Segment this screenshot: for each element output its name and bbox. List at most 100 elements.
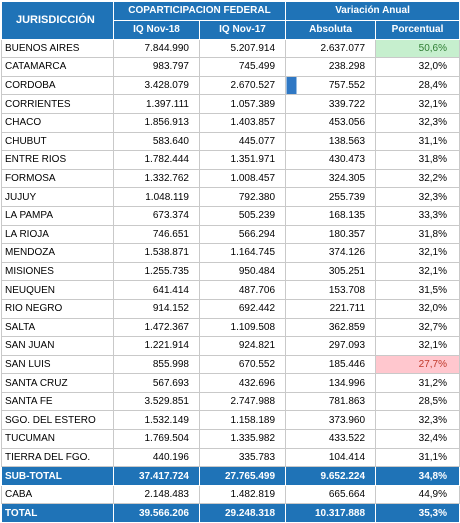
row-absolute: 339.722 [285, 94, 377, 114]
row-absolute: 781.863 [285, 391, 377, 412]
header-iq-nov18: IQ Nov-18 [113, 19, 200, 40]
row-jurisdiction: RIO NEGRO [1, 298, 114, 319]
row-jurisdiction: MISIONES [1, 261, 114, 282]
subtotal-absolute: 9.652.224 [285, 466, 377, 486]
subtotal-row: SUB-TOTAL 37.417.724 27.765.499 9.652.224 34… [1, 466, 460, 486]
row-jurisdiction: TIERRA DEL FGO. [1, 447, 114, 468]
table-row: MENDOZA 1.538.871 1.164.745 374.126 32,1% [1, 243, 460, 263]
row-absolute: 453.056 [285, 112, 377, 133]
table-row: NEUQUEN 641.414 487.706 153.708 31,5% [1, 280, 460, 300]
table-row: CHACO 1.856.913 1.403.857 453.056 32,3% [1, 112, 460, 133]
row-absolute: 221.711 [285, 298, 377, 319]
total-percent: 35,3% [375, 503, 460, 523]
row-iq-nov18: 1.856.913 [113, 112, 200, 133]
caba-percent: 44,9% [375, 484, 460, 505]
row-absolute: 374.126 [285, 243, 377, 263]
row-jurisdiction: JUJUY [1, 187, 114, 207]
table-row: JUJUY 1.048.119 792.380 255.739 32,3% [1, 187, 460, 207]
row-iq-nov17: 2.747.988 [198, 391, 287, 412]
row-iq-nov17: 2.670.527 [198, 75, 287, 96]
row-iq-nov17: 487.706 [198, 280, 287, 300]
table-row: SALTA 1.472.367 1.109.508 362.859 32,7% [1, 317, 460, 338]
row-absolute: 757.552 [285, 75, 377, 96]
row-jurisdiction: SAN JUAN [1, 336, 114, 356]
row-iq-nov17: 692.442 [198, 298, 287, 319]
row-absolute: 153.708 [285, 280, 377, 300]
row-percent: 32,3% [375, 187, 460, 207]
table-row: TIERRA DEL FGO. 440.196 335.783 104.414 31,1… [1, 447, 460, 468]
row-absolute: 430.473 [285, 150, 377, 170]
row-percent: 50,6% [375, 38, 460, 59]
table-row: CORRIENTES 1.397.111 1.057.389 339.722 32,1% [1, 94, 460, 114]
header-absolute: Absoluta [285, 19, 377, 40]
row-absolute: 138.563 [285, 131, 377, 152]
caba-absolute: 665.664 [285, 484, 377, 505]
header-group-variation: Variación Anual [285, 1, 460, 21]
table-row: SAN LUIS 855.998 670.552 185.446 27,7% [1, 354, 460, 375]
row-percent: 31,8% [375, 150, 460, 170]
row-iq-nov17: 505.239 [198, 205, 287, 226]
row-percent: 28,5% [375, 391, 460, 412]
row-absolute: 238.298 [285, 57, 377, 77]
row-iq-nov18: 1.221.914 [113, 336, 200, 356]
row-jurisdiction: MENDOZA [1, 243, 114, 263]
row-absolute: 134.996 [285, 373, 377, 393]
row-iq-nov18: 1.255.735 [113, 261, 200, 282]
row-jurisdiction: NEUQUEN [1, 280, 114, 300]
row-absolute: 180.357 [285, 224, 377, 245]
table-row: FORMOSA 1.332.762 1.008.457 324.305 32,2% [1, 168, 460, 189]
total-label: TOTAL [1, 503, 114, 523]
row-iq-nov17: 445.077 [198, 131, 287, 152]
table-row: SANTA FE 3.529.851 2.747.988 781.863 28,5% [1, 391, 460, 412]
row-iq-nov17: 335.783 [198, 447, 287, 468]
row-percent: 31,2% [375, 373, 460, 393]
row-iq-nov18: 1.769.504 [113, 429, 200, 449]
row-percent: 31,1% [375, 447, 460, 468]
row-iq-nov18: 1.472.367 [113, 317, 200, 338]
table-row: LA PAMPA 673.374 505.239 168.135 33,3% [1, 205, 460, 226]
row-absolute: 297.093 [285, 336, 377, 356]
row-iq-nov17: 745.499 [198, 57, 287, 77]
row-jurisdiction: SANTA CRUZ [1, 373, 114, 393]
total-iq-nov17: 29.248.318 [198, 503, 287, 523]
row-iq-nov18: 3.529.851 [113, 391, 200, 412]
row-iq-nov18: 567.693 [113, 373, 200, 393]
row-iq-nov18: 855.998 [113, 354, 200, 375]
header-iq-nov17: IQ Nov-17 [198, 19, 287, 40]
row-absolute: 2.637.077 [285, 38, 377, 59]
table-row: SAN JUAN 1.221.914 924.821 297.093 32,1% [1, 336, 460, 356]
row-absolute: 362.859 [285, 317, 377, 338]
row-iq-nov17: 924.821 [198, 336, 287, 356]
row-jurisdiction: SAN LUIS [1, 354, 114, 375]
row-jurisdiction: BUENOS AIRES [1, 38, 114, 59]
table-row: BUENOS AIRES 7.844.990 5.207.914 2.637.077 5… [1, 38, 460, 59]
table-row: LA RIOJA 746.651 566.294 180.357 31,8% [1, 224, 460, 245]
row-absolute: 373.960 [285, 410, 377, 431]
row-percent: 32,0% [375, 298, 460, 319]
row-iq-nov18: 3.428.079 [113, 75, 200, 96]
row-iq-nov17: 1.403.857 [198, 112, 287, 133]
row-iq-nov17: 566.294 [198, 224, 287, 245]
row-iq-nov18: 983.797 [113, 57, 200, 77]
row-jurisdiction: CATAMARCA [1, 57, 114, 77]
row-iq-nov17: 670.552 [198, 354, 287, 375]
row-iq-nov18: 1.332.762 [113, 168, 200, 189]
header-percent: Porcentual [375, 19, 460, 40]
row-iq-nov17: 1.008.457 [198, 168, 287, 189]
row-iq-nov17: 1.158.189 [198, 410, 287, 431]
row-iq-nov17: 5.207.914 [198, 38, 287, 59]
table-row: TUCUMAN 1.769.504 1.335.982 433.522 32,4% [1, 429, 460, 449]
caba-iq-nov17: 1.482.819 [198, 484, 287, 505]
table-row: CATAMARCA 983.797 745.499 238.298 32,0% [1, 57, 460, 77]
total-absolute: 10.317.888 [285, 503, 377, 523]
row-absolute: 255.739 [285, 187, 377, 207]
row-percent: 31,5% [375, 280, 460, 300]
row-percent: 32,1% [375, 261, 460, 282]
row-iq-nov18: 641.414 [113, 280, 200, 300]
row-percent: 32,1% [375, 243, 460, 263]
row-percent: 32,1% [375, 336, 460, 356]
row-iq-nov18: 746.651 [113, 224, 200, 245]
row-iq-nov17: 1.335.982 [198, 429, 287, 449]
caba-label: CABA [1, 484, 114, 505]
